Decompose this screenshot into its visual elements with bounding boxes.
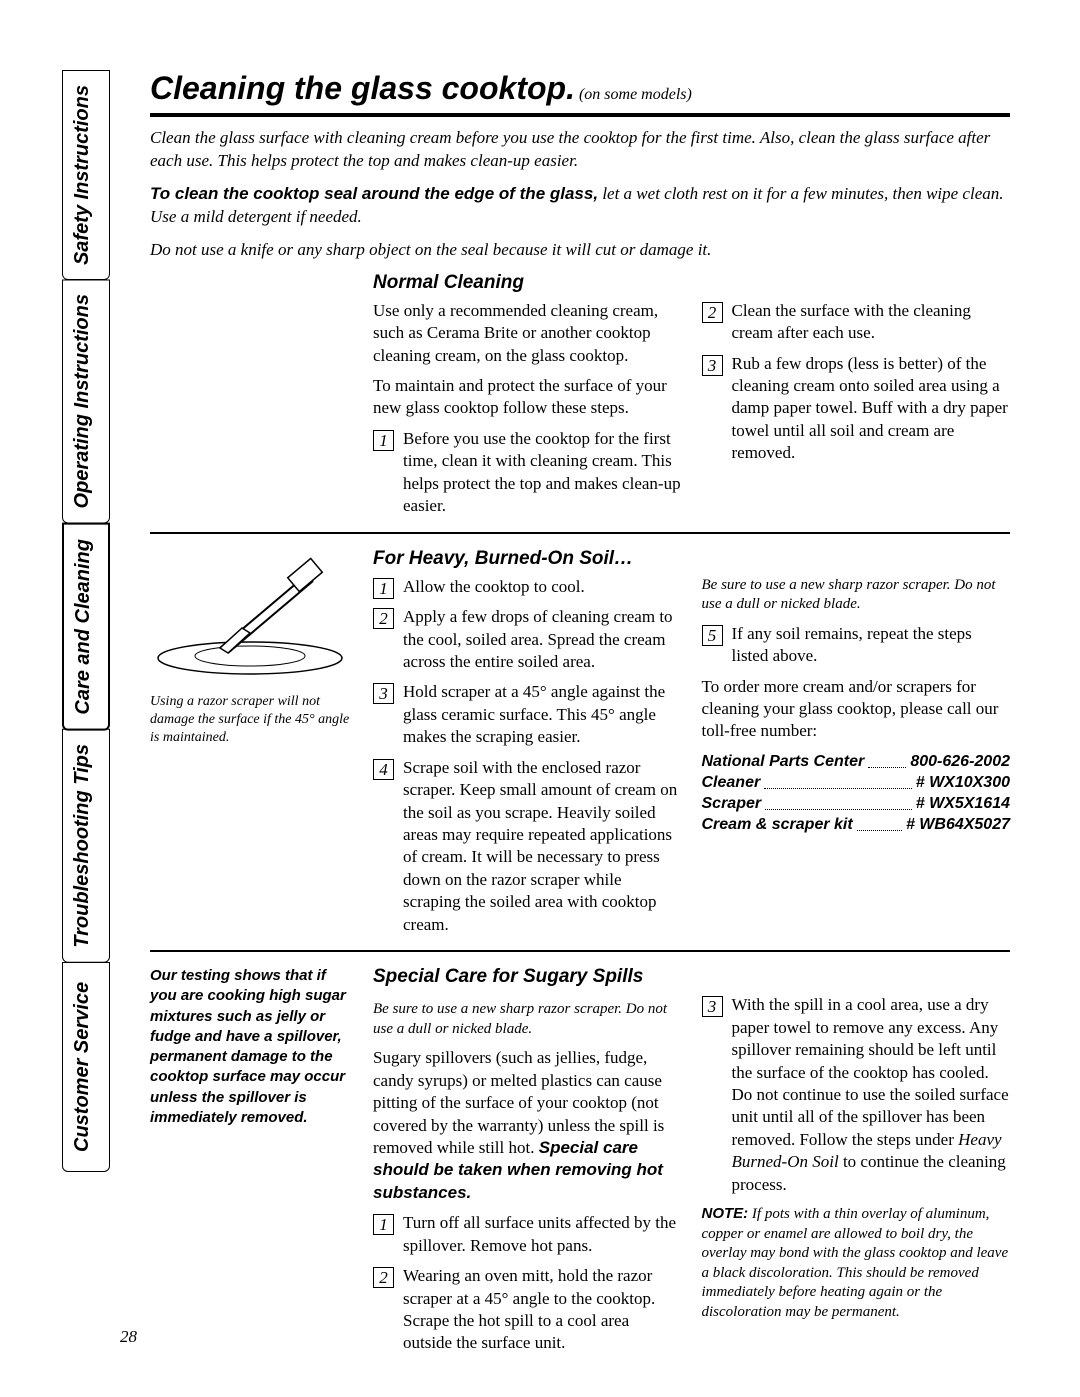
sugary-note: Be sure to use a new sharp razor scraper… bbox=[373, 1000, 682, 1039]
heading-normal: Normal Cleaning bbox=[373, 272, 1010, 294]
normal-step-1: 1Before you use the cooktop for the firs… bbox=[373, 428, 682, 518]
page-number: 28 bbox=[120, 1327, 137, 1347]
normal-step-3: 3Rub a few drops (less is better) of the… bbox=[702, 353, 1011, 465]
tab-customer[interactable]: Customer Service bbox=[62, 962, 110, 1172]
scraper-caption: Using a razor scraper will not damage th… bbox=[150, 693, 355, 748]
parts-list: National Parts Center800-626-2002 Cleane… bbox=[702, 751, 1011, 835]
page-header: Cleaning the glass cooktop. (on some mod… bbox=[150, 70, 1010, 107]
tab-care[interactable]: Care and Cleaning bbox=[62, 523, 110, 731]
sidebar-tabs: Safety Instructions Operating Instructio… bbox=[62, 70, 110, 1170]
sugary-body: Be sure to use a new sharp razor scraper… bbox=[373, 994, 1010, 1355]
sugary-step-1: 1Turn off all surface units affected by … bbox=[373, 1212, 682, 1257]
divider bbox=[150, 113, 1010, 117]
parts-cleaner: Cleaner# WX10X300 bbox=[702, 772, 1011, 793]
sugary-step-2: 2Wearing an oven mitt, hold the razor sc… bbox=[373, 1265, 682, 1355]
heavy-note: Be sure to use a new sharp razor scraper… bbox=[702, 576, 1011, 615]
sugary-step-3: 3 With the spill in a cool area, use a d… bbox=[702, 994, 1011, 1196]
parts-scraper: Scraper# WX5X1614 bbox=[702, 793, 1011, 814]
sugary-lead: Sugary spillovers (such as jellies, fudg… bbox=[373, 1047, 682, 1204]
parts-center: National Parts Center800-626-2002 bbox=[702, 751, 1011, 772]
page-title: Cleaning the glass cooktop. bbox=[150, 70, 575, 106]
tab-troubleshooting[interactable]: Troubleshooting Tips bbox=[62, 729, 110, 963]
divider bbox=[150, 950, 1010, 952]
divider bbox=[150, 532, 1010, 534]
heading-sugary: Special Care for Sugary Spills bbox=[373, 966, 1010, 988]
heading-heavy: For Heavy, Burned-On Soil… bbox=[373, 548, 1010, 570]
heavy-step-1: 1Allow the cooktop to cool. bbox=[373, 576, 682, 598]
tab-operating[interactable]: Operating Instructions bbox=[62, 279, 110, 523]
scraper-illustration bbox=[150, 548, 350, 678]
sugary-sidenote: Our testing shows that if you are cookin… bbox=[150, 966, 355, 1128]
page-subtitle: (on some models) bbox=[579, 86, 692, 103]
tab-safety[interactable]: Safety Instructions bbox=[62, 70, 110, 280]
heavy-step-4: 4Scrape soil with the enclosed razor scr… bbox=[373, 757, 682, 937]
intro-p3: Do not use a knife or any sharp object o… bbox=[150, 239, 1010, 262]
sugary-footnote: NOTE: If pots with a thin overlay of alu… bbox=[702, 1204, 1011, 1322]
heavy-step-2: 2Apply a few drops of cleaning cream to … bbox=[373, 606, 682, 673]
heavy-body: 1Allow the cooktop to cool. 2Apply a few… bbox=[373, 576, 1010, 937]
normal-body: Use only a recommended cleaning cream, s… bbox=[373, 300, 1010, 518]
intro-p2: To clean the cooktop seal around the edg… bbox=[150, 183, 1010, 229]
heavy-step-5: 5If any soil remains, repeat the steps l… bbox=[702, 623, 1011, 668]
normal-step-2: 2Clean the surface with the cleaning cre… bbox=[702, 300, 1011, 345]
intro-p1: Clean the glass surface with cleaning cr… bbox=[150, 127, 1010, 173]
heavy-step-3: 3Hold scraper at a 45° angle against the… bbox=[373, 681, 682, 748]
parts-kit: Cream & scraper kit# WB64X5027 bbox=[702, 814, 1011, 835]
order-text: To order more cream and/or scrapers for … bbox=[702, 676, 1011, 743]
